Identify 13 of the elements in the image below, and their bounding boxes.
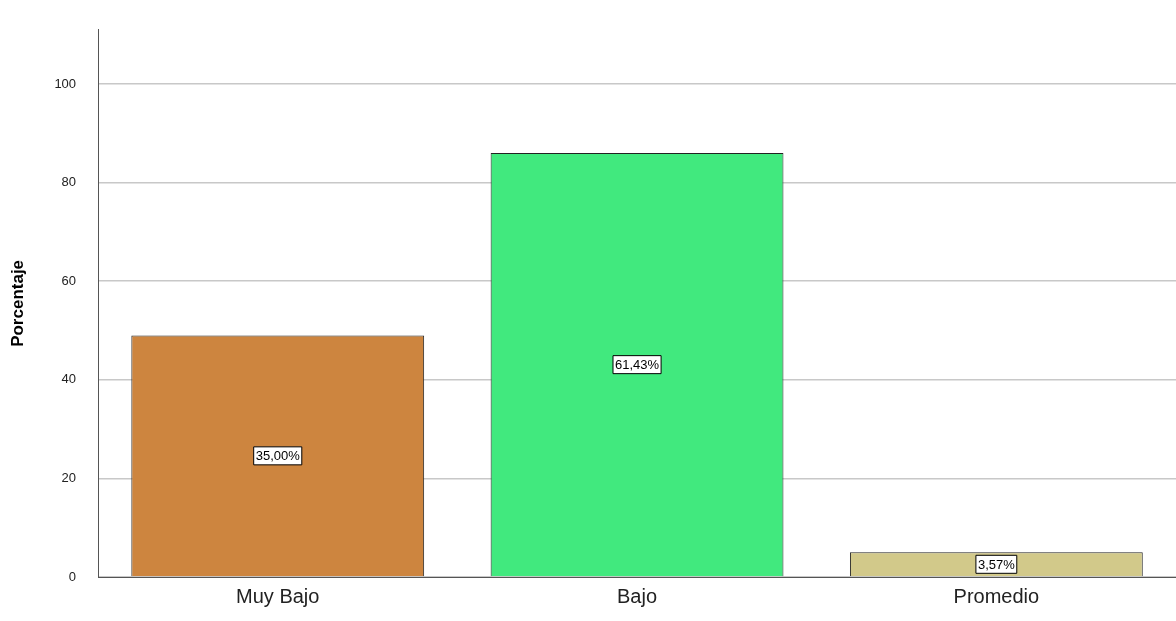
y-tick-label: 80 bbox=[61, 174, 77, 190]
x-tick-label: Bajo bbox=[617, 584, 658, 607]
x-tick-label: Promedio bbox=[953, 584, 1040, 607]
annotation: 3,57% bbox=[977, 556, 1016, 572]
annotation: 61,43% bbox=[615, 357, 660, 373]
y-tick-label: 20 bbox=[61, 469, 77, 485]
y-tick-label: 40 bbox=[61, 371, 77, 387]
y-tick-label: 0 bbox=[68, 568, 77, 584]
annotation: 35,00% bbox=[255, 448, 301, 464]
x-tick-label: Muy Bajo bbox=[236, 584, 320, 607]
y-tick-label: 100 bbox=[54, 75, 77, 91]
y-axis-title: Porcentaje bbox=[7, 259, 27, 347]
y-tick-label: 60 bbox=[61, 272, 77, 288]
